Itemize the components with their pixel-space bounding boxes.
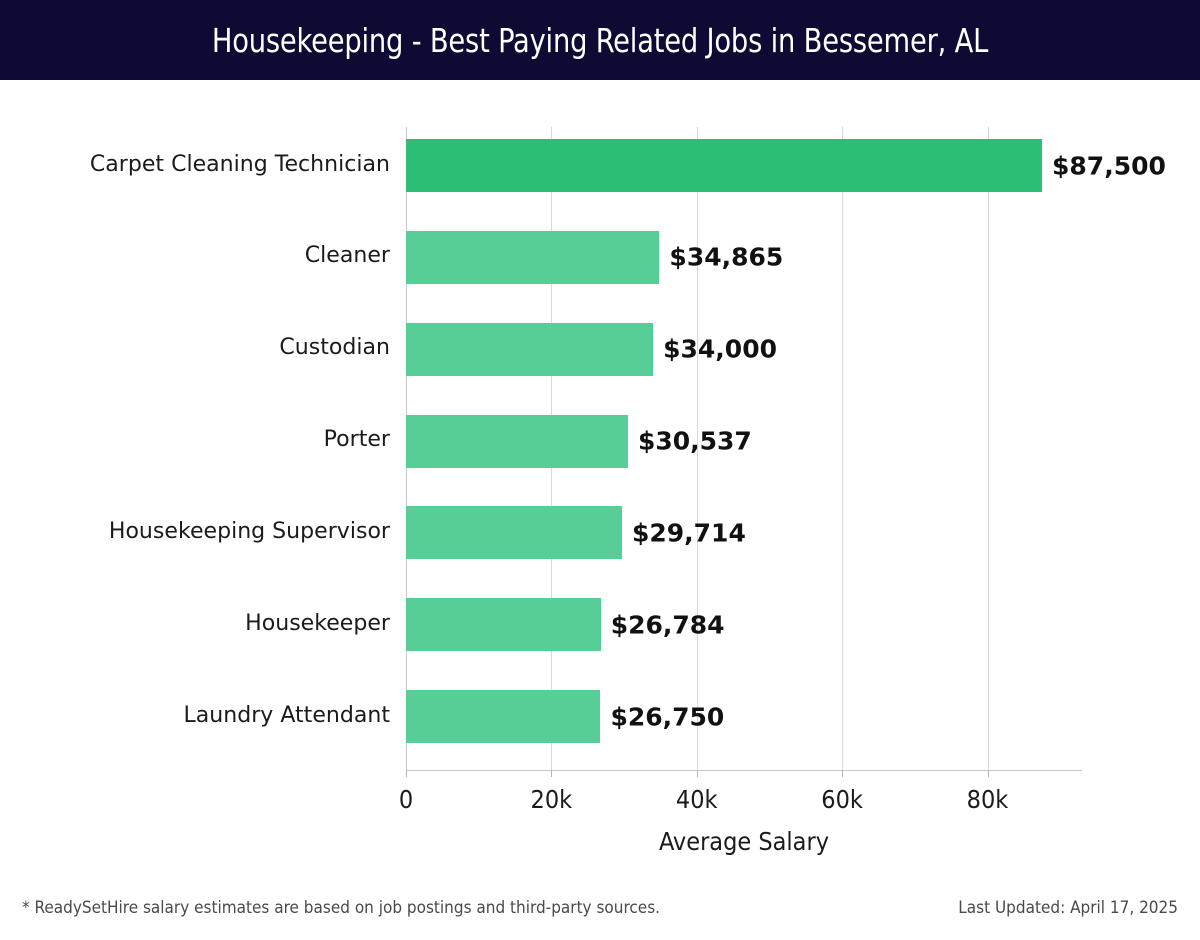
y-axis-category-label: Housekeeper xyxy=(245,609,390,636)
x-axis-title: Average Salary xyxy=(659,827,829,856)
bar-value-label: $34,000 xyxy=(663,334,777,364)
y-axis-category-label: Cleaner xyxy=(304,242,390,269)
header-banner: Housekeeping - Best Paying Related Jobs … xyxy=(0,0,1200,80)
bar-value-label: $87,500 xyxy=(1052,151,1166,180)
x-axis-line xyxy=(406,770,1082,771)
y-axis-category-label: Carpet Cleaning Technician xyxy=(89,150,390,177)
bar-row: $29,714 Housekeeping Supervisor xyxy=(109,506,1082,560)
x-axis-tick-label: 40k xyxy=(675,785,718,814)
bar-value-label: $26,784 xyxy=(610,610,725,640)
bar[interactable] xyxy=(406,139,1043,192)
y-axis-category-label: Custodian xyxy=(279,334,390,361)
bar[interactable] xyxy=(406,690,601,744)
x-axis-tick xyxy=(406,770,407,777)
x-axis-tick xyxy=(842,770,844,777)
x-axis-tick xyxy=(551,770,553,777)
bar-row: $34,865 Cleaner xyxy=(305,230,1082,284)
gridline xyxy=(696,127,698,770)
y-axis-category-label: Porter xyxy=(323,426,390,453)
footer-disclaimer: * ReadySetHire salary estimates are base… xyxy=(22,898,661,918)
bar-row: $30,537 Porter xyxy=(324,414,1082,468)
x-axis-tick-label: 80k xyxy=(966,785,1009,814)
chart-region: 0 20k 40k 60k 80k $87,500 Carpet Cleaning Tech… xyxy=(0,80,1200,880)
x-axis-tick-label: 0 xyxy=(398,785,414,814)
bar[interactable] xyxy=(406,414,628,468)
bar[interactable] xyxy=(406,598,601,652)
bar-value-label: $34,865 xyxy=(669,242,784,272)
page-title: Housekeeping - Best Paying Related Jobs … xyxy=(211,20,989,60)
y-axis-category-label: Housekeeping Supervisor xyxy=(108,517,390,544)
x-axis-tick-label: 60k xyxy=(821,785,863,814)
gridline xyxy=(842,127,844,770)
bar[interactable] xyxy=(406,506,622,560)
bar-value-label: $30,537 xyxy=(637,426,752,456)
bar-row: $34,000 Custodian xyxy=(279,322,1082,376)
gridline xyxy=(987,127,989,770)
bar[interactable] xyxy=(406,322,654,376)
bar-row: $26,750 Laundry Attendant xyxy=(183,690,1082,744)
bar-row: $26,784 Housekeeper xyxy=(245,598,1082,652)
bar-value-label: $26,750 xyxy=(610,702,725,732)
x-axis-tick xyxy=(987,770,989,777)
x-axis-tick xyxy=(696,770,698,777)
bar-row: $87,500 Carpet Cleaning Technician xyxy=(90,139,1166,192)
y-axis-category-label: Laundry Attendant xyxy=(183,701,390,728)
bar[interactable] xyxy=(406,230,660,284)
footer-last-updated: Last Updated: April 17, 2025 xyxy=(958,898,1178,918)
plot-area: 0 20k 40k 60k 80k $87,500 Carpet Cleaning Tech… xyxy=(90,127,1166,814)
bar-value-label: $29,714 xyxy=(631,518,746,548)
x-axis-tick-label: 20k xyxy=(530,785,573,814)
